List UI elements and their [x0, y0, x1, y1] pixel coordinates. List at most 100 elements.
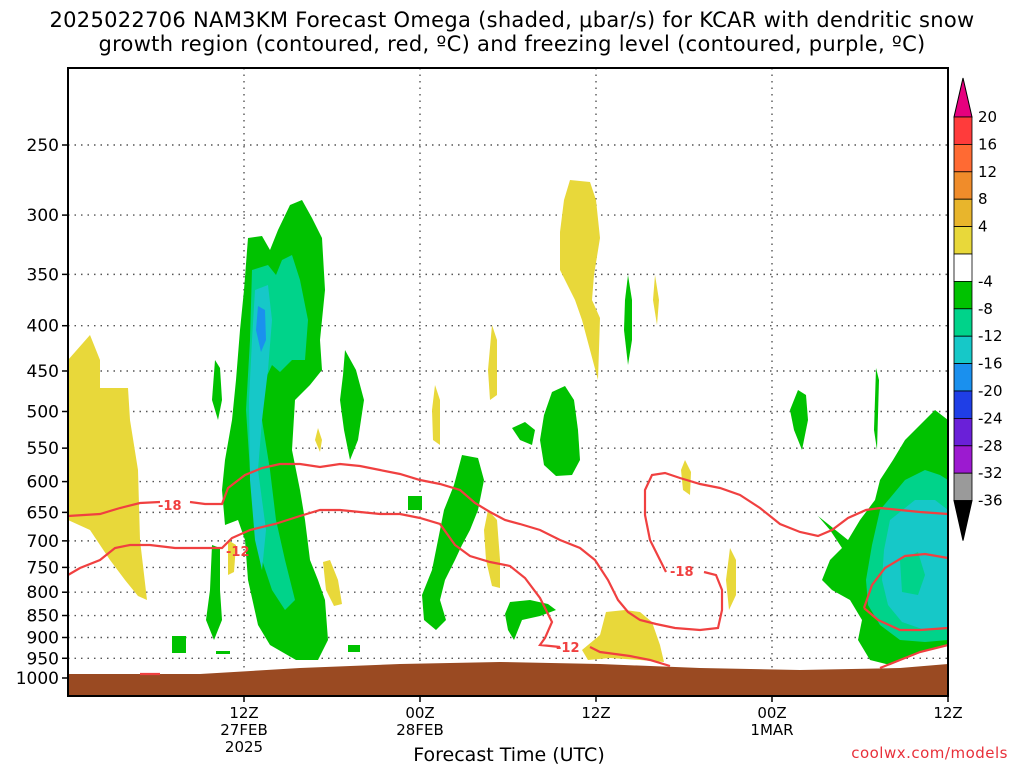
- colorbar-segment: [953, 226, 973, 255]
- colorbar-label: -36: [978, 492, 1003, 510]
- colorbar-segment: [953, 390, 973, 419]
- colorbar-label: -16: [978, 355, 1003, 373]
- temperature-contours: [67, 462, 949, 676]
- plot-frame: [67, 67, 949, 697]
- colorbar-segment: [953, 308, 973, 337]
- chart-title-line1: 2025022706 NAM3KM Forecast Omega (shaded…: [49, 8, 975, 32]
- yellow-region: [681, 460, 691, 495]
- blue-region: [256, 306, 266, 352]
- green-region: [172, 636, 186, 653]
- y-tick-label: 500: [27, 403, 59, 423]
- x-tick-label: 2025: [225, 738, 263, 756]
- colorbar-label: -28: [978, 437, 1003, 455]
- green-region: [340, 350, 364, 460]
- yellow-region: [488, 325, 497, 400]
- y-tick-label: 450: [27, 362, 59, 382]
- y-tick-label: 600: [27, 473, 59, 493]
- green-region: [206, 545, 222, 640]
- x-tick-label: 12Z: [933, 704, 962, 722]
- x-tick-label: 12Z: [229, 704, 258, 722]
- yellow-region: [323, 560, 342, 606]
- contour-label: -12: [556, 641, 580, 656]
- colorbar-arrow-top: [953, 77, 973, 118]
- contour-minus12: [67, 508, 949, 670]
- yellow-region: [484, 510, 500, 588]
- y-tick-label: 300: [27, 206, 59, 226]
- green-region: [874, 368, 879, 450]
- green-region: [505, 600, 556, 640]
- contour-labels: -18 -12 -18 -12: [158, 499, 694, 656]
- yellow-region: [68, 335, 147, 600]
- colorbar-segment: [953, 472, 973, 502]
- y-tick-label: 750: [27, 558, 59, 578]
- colorbar-segment: [953, 171, 973, 200]
- y-tick-label: 550: [27, 439, 59, 459]
- site-watermark[interactable]: coolwx.com/models: [851, 744, 1008, 762]
- y-tick-label: 800: [27, 583, 59, 603]
- colorbar-label: -12: [978, 327, 1003, 345]
- contour-label: -18: [158, 499, 182, 514]
- yellow-region: [432, 385, 440, 445]
- x-tick-label: 00Z: [405, 704, 434, 722]
- ground-terrain: [68, 662, 948, 696]
- x-axis-title: Forecast Time (UTC): [413, 744, 605, 766]
- y-axis: 2503003504004505005506006507007508008509…: [16, 136, 68, 689]
- cyan-region: [249, 285, 272, 570]
- colorbar-segment: [953, 253, 973, 282]
- y-tick-label: 900: [27, 628, 59, 648]
- colorbar-label: 8: [978, 190, 988, 208]
- colorbar-segment: [953, 116, 973, 145]
- colorbar-segment: [953, 198, 973, 227]
- colorbar-segment: [953, 417, 973, 447]
- green-region: [212, 360, 222, 420]
- colorbar-label: 16: [978, 135, 997, 153]
- green-region: [408, 496, 422, 510]
- colorbar-segment: [953, 445, 973, 474]
- green-region: [348, 645, 360, 652]
- colorbar-segment: [953, 280, 973, 310]
- green-region: [790, 390, 808, 450]
- colorbar-legend: 20 16 12 8 4 -4 -8 -12 -16 -20 -24 -28 -32 -36: [953, 77, 1003, 541]
- colorbar-label: -8: [978, 300, 993, 318]
- plot-area: [68, 68, 948, 696]
- green-region: [216, 651, 230, 654]
- omega-positive-shading: [68, 180, 736, 662]
- x-tick-label: 28FEB: [396, 721, 443, 739]
- yellow-region: [582, 610, 664, 662]
- y-tick-label: 250: [27, 136, 59, 156]
- y-tick-label: 1000: [16, 669, 59, 689]
- colorbar-segment: [953, 143, 973, 173]
- y-tick-label: 400: [27, 317, 59, 337]
- x-tick-label: 1MAR: [750, 721, 793, 739]
- contour-minus18: [67, 462, 949, 632]
- yellow-region: [653, 275, 659, 325]
- yellow-region: [560, 180, 600, 380]
- colorbar-label: -24: [978, 409, 1003, 427]
- colorbar-label: 20: [978, 108, 997, 126]
- green-region: [512, 422, 535, 445]
- chart-title-line2: growth region (contoured, red, ºC) and f…: [98, 32, 926, 56]
- yellow-region: [228, 540, 236, 575]
- colorbar-label: 12: [978, 163, 997, 181]
- colorbar-segment: [953, 335, 973, 365]
- colorbar-label: -4: [978, 272, 993, 290]
- yellow-region: [315, 428, 322, 452]
- colorbar-label: -20: [978, 382, 1003, 400]
- x-tick-label: 12Z: [581, 704, 610, 722]
- x-tick-label: 00Z: [757, 704, 786, 722]
- colorbar-label: -32: [978, 464, 1003, 482]
- x-tick-label: 27FEB: [220, 721, 267, 739]
- contour-label: -12: [226, 545, 250, 560]
- y-tick-label: 950: [27, 649, 59, 669]
- y-tick-label: 850: [27, 607, 59, 627]
- y-tick-label: 650: [27, 503, 59, 523]
- green-region: [540, 386, 580, 476]
- y-tick-label: 700: [27, 532, 59, 552]
- y-tick-label: 350: [27, 265, 59, 285]
- contour-label: -18: [670, 565, 694, 580]
- green-region: [624, 275, 632, 365]
- teal-region: [900, 552, 925, 595]
- colorbar-segment: [953, 363, 973, 392]
